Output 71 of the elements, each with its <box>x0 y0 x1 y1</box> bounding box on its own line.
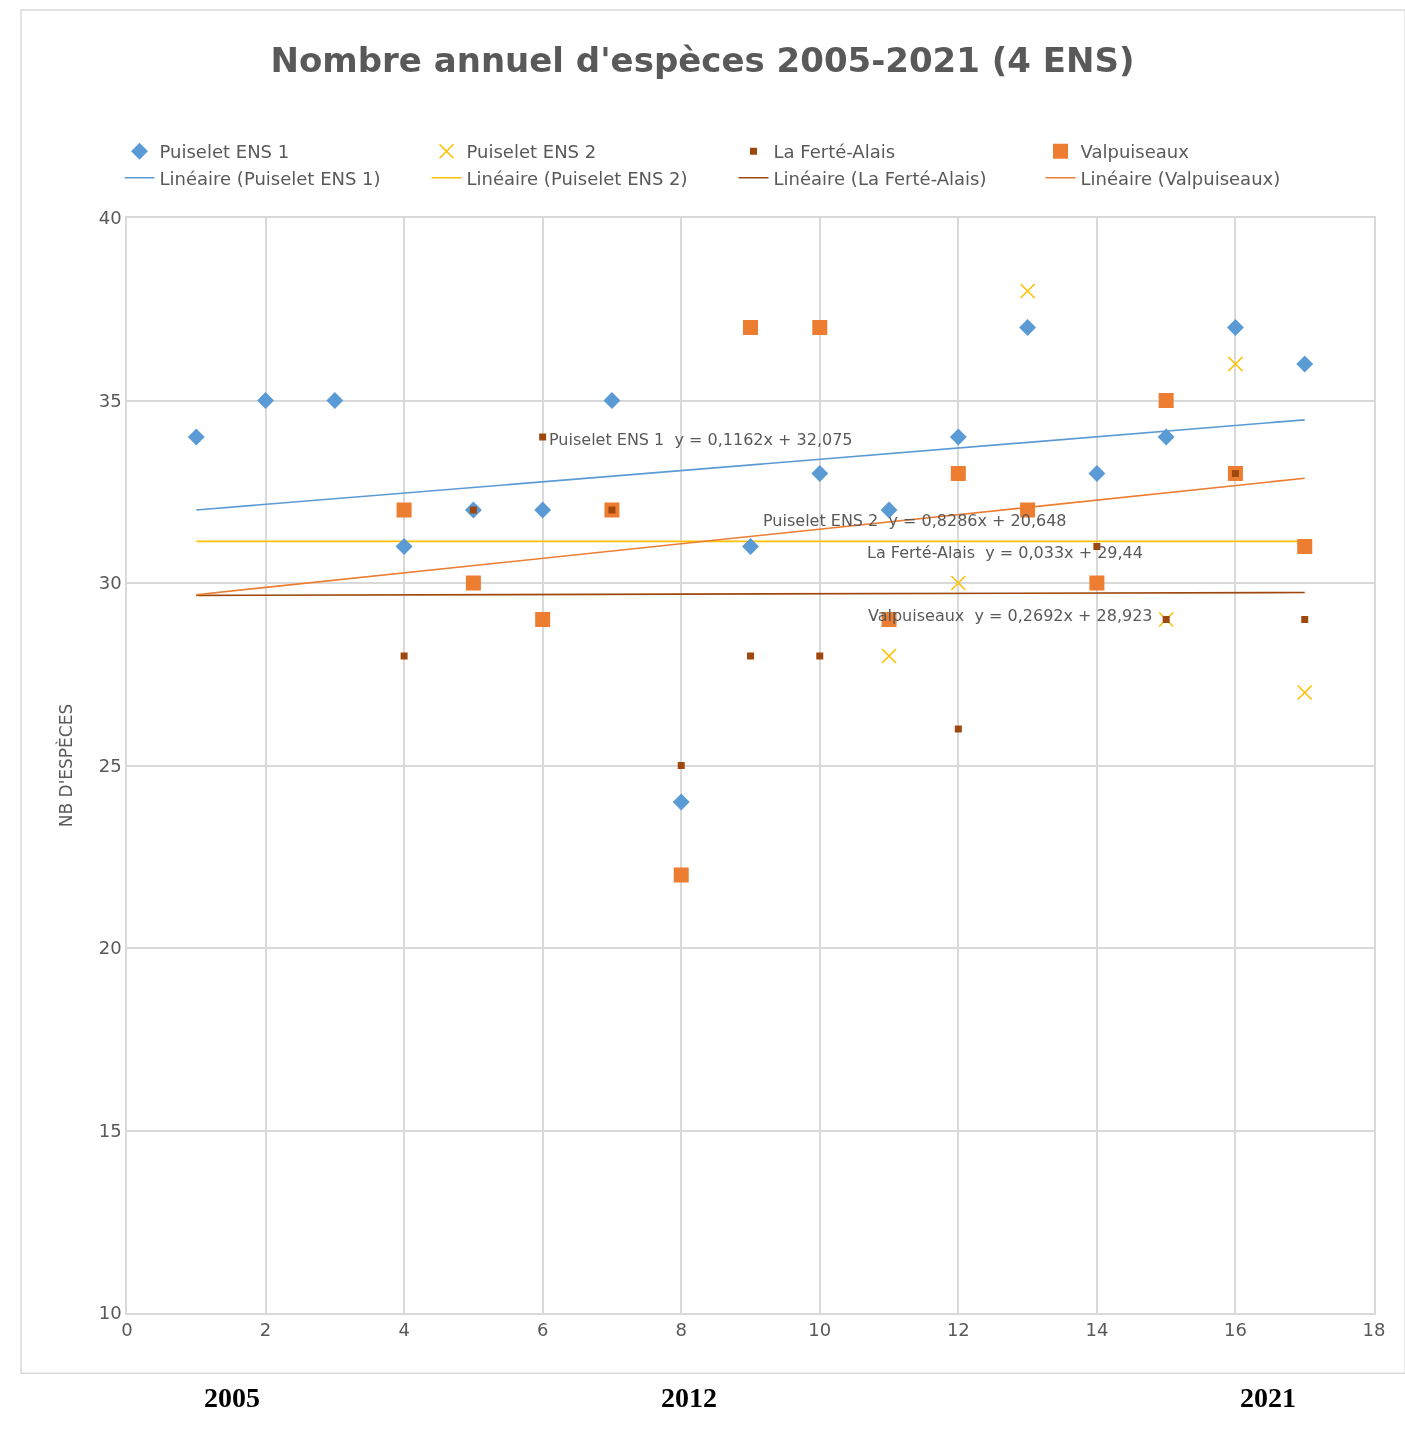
y-tick-label: 30 <box>98 572 122 594</box>
point <box>1089 575 1105 591</box>
annotation: La Ferté-Alais y = 0,033x + 29,44 <box>867 543 1143 562</box>
point <box>1158 393 1174 408</box>
point <box>1297 539 1313 554</box>
point <box>395 538 413 555</box>
point <box>465 575 481 591</box>
text: 2021 <box>1240 1382 1296 1413</box>
legend-label: Puiselet ENS 2 <box>466 141 597 163</box>
x-tick-label: 18 <box>1362 1319 1386 1341</box>
x-tick-label: 14 <box>1085 1319 1109 1341</box>
y-axis-title: NB D'ESPÈCES <box>54 703 76 828</box>
point <box>1019 283 1036 299</box>
point <box>673 867 689 883</box>
legend-label: Linéaire (Puiselet ENS 2) <box>466 167 688 189</box>
point <box>950 466 966 481</box>
point <box>950 575 967 591</box>
point <box>535 612 551 627</box>
y-tick-label: 25 <box>98 754 122 776</box>
x-tick-label: 0 <box>121 1319 133 1341</box>
point <box>326 392 344 409</box>
point <box>1227 356 1244 372</box>
x-tick-label: 2 <box>259 1319 272 1341</box>
point <box>396 502 412 518</box>
point <box>400 652 408 660</box>
legend-label: Linéaire (La Ferté-Alais) <box>773 167 987 189</box>
point <box>742 538 759 555</box>
x-tick-label: 8 <box>675 1319 687 1341</box>
x-tick-label: 16 <box>1223 1319 1247 1341</box>
chart-title: Nombre annuel d'espèces 2005-2021 (4 ENS) <box>270 39 1135 80</box>
point <box>677 762 685 769</box>
legend-label: Linéaire (Puiselet ENS 1) <box>159 167 381 189</box>
point <box>1226 319 1244 336</box>
point <box>1301 616 1309 623</box>
text: 2005 <box>204 1382 260 1413</box>
y-tick-label: 10 <box>98 1302 122 1324</box>
point <box>1019 319 1037 336</box>
y-tick-label: 20 <box>98 937 122 959</box>
point <box>1296 355 1314 373</box>
x-tick-label: 12 <box>946 1319 970 1341</box>
point <box>1157 428 1175 446</box>
point <box>539 433 547 441</box>
point <box>257 392 275 409</box>
point <box>881 648 897 664</box>
x-tick-label: 4 <box>398 1319 410 1341</box>
point <box>1158 611 1174 628</box>
point <box>534 501 552 519</box>
point <box>187 428 205 446</box>
point <box>1162 616 1170 623</box>
legend-label: Puiselet ENS 1 <box>159 141 290 163</box>
y-tick-label: 15 <box>98 1119 122 1141</box>
point <box>1296 684 1313 701</box>
y-tick-label: 35 <box>98 389 122 411</box>
point <box>603 392 621 409</box>
y-tick-label: 40 <box>98 207 122 229</box>
point <box>954 725 962 733</box>
legend-label: Valpuiseaux <box>1080 141 1190 163</box>
x-tick-label: 6 <box>536 1319 549 1341</box>
annotation: Puiselet ENS 1 y = 0,1162x + 32,075 <box>549 430 853 449</box>
legend-label: La Ferté-Alais <box>773 141 896 163</box>
point <box>816 652 824 660</box>
point <box>949 428 967 446</box>
point <box>1088 465 1106 482</box>
point <box>672 793 690 811</box>
point <box>811 465 829 482</box>
x-tick-label: 10 <box>808 1319 832 1341</box>
point <box>812 320 828 335</box>
point <box>743 320 758 335</box>
point <box>747 652 754 660</box>
legend-label: Linéaire (Valpuiseaux) <box>1080 167 1281 189</box>
text: 2012 <box>661 1382 717 1413</box>
